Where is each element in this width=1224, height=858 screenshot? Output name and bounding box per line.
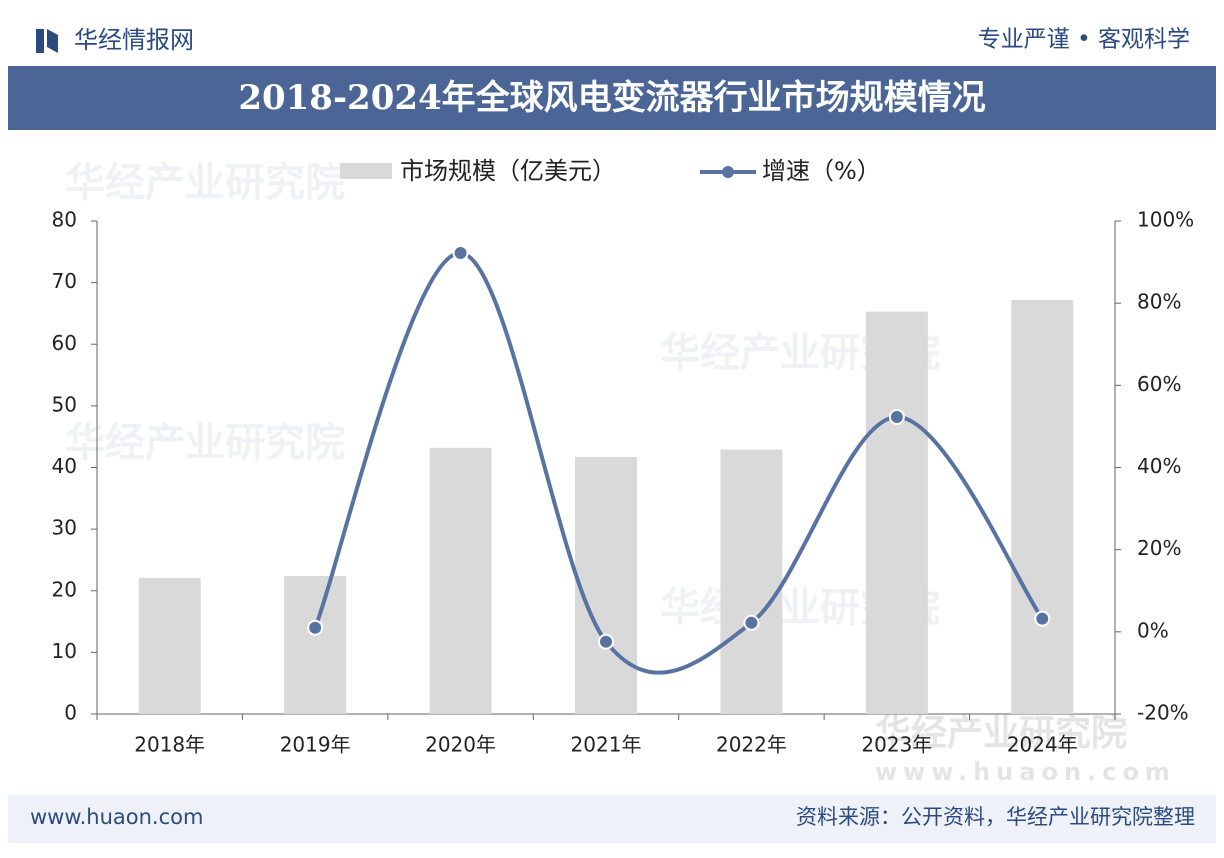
bar <box>284 575 347 714</box>
bar <box>429 447 492 714</box>
growth-line <box>313 251 1044 675</box>
y-tick-label: 70 <box>52 269 77 293</box>
x-tick-label: 2020年 <box>425 733 496 757</box>
growth-point <box>598 633 614 650</box>
bar <box>865 311 928 714</box>
y-tick-label: 60 <box>52 331 77 355</box>
x-tick-label: 2023年 <box>861 733 932 757</box>
watermarks: 华经产业研究院 www.huaon.com <box>875 713 1176 786</box>
x-tick-label: 2019年 <box>280 733 351 757</box>
growth-point <box>307 619 324 636</box>
watermark: 华经产业研究院 <box>65 420 345 466</box>
legend-swatch <box>340 163 392 179</box>
bar <box>1011 299 1074 714</box>
y-tick-label: 80 <box>52 208 77 232</box>
y2-tick-label: 40% <box>1137 454 1181 478</box>
footer-url: www.huaon.com <box>30 805 203 829</box>
legend-swatch <box>722 166 734 178</box>
watermark: 华经产业研究院 <box>875 713 1127 754</box>
logo <box>36 29 44 53</box>
y2-tick-label: 100% <box>1137 208 1194 232</box>
bar <box>720 449 783 714</box>
y-tick-label: 50 <box>52 392 77 416</box>
growth-point <box>888 408 905 425</box>
slogan: 专业严谨 • 客观科学 <box>978 27 1190 53</box>
bar <box>575 457 637 714</box>
growth-point <box>1034 610 1051 627</box>
footer-source: 资料来源：公开资料，华经产业研究院整理 <box>796 805 1195 829</box>
watermark: 华经产业研究院 <box>65 160 345 206</box>
growth-point <box>743 614 760 631</box>
brand: 华经情报网 <box>74 26 194 54</box>
y-tick-label: 40 <box>52 454 77 478</box>
bar <box>138 577 201 714</box>
y-tick-label: 20 <box>52 577 77 601</box>
x-tick-label: 2022年 <box>716 733 787 757</box>
y-tick-label: 0 <box>64 701 77 725</box>
y-tick-label: 10 <box>52 639 77 663</box>
y2-tick-label: 80% <box>1137 290 1181 314</box>
title-bar <box>8 66 1216 130</box>
legend-label: 市场规模（亿美元） <box>400 157 616 185</box>
footer-bar <box>8 795 1216 843</box>
x-tick-label: 2021年 <box>571 733 642 757</box>
legend-label: 增速（%） <box>762 157 881 185</box>
chart-title: 2018-2024年全球风电变流器行业市场规模情况 <box>238 78 985 118</box>
y2-tick-label: 20% <box>1137 536 1181 560</box>
x-tick-label: 2018年 <box>134 733 205 757</box>
growth-point <box>452 245 469 262</box>
y-tick-label: 30 <box>52 516 77 540</box>
logo <box>47 29 58 53</box>
watermark: www.huaon.com <box>875 758 1176 786</box>
y2-tick-label: 60% <box>1137 372 1181 396</box>
y2-tick-label: -20% <box>1137 701 1189 725</box>
x-tick-label: 2024年 <box>1007 733 1078 757</box>
y2-tick-label: 0% <box>1137 618 1169 642</box>
